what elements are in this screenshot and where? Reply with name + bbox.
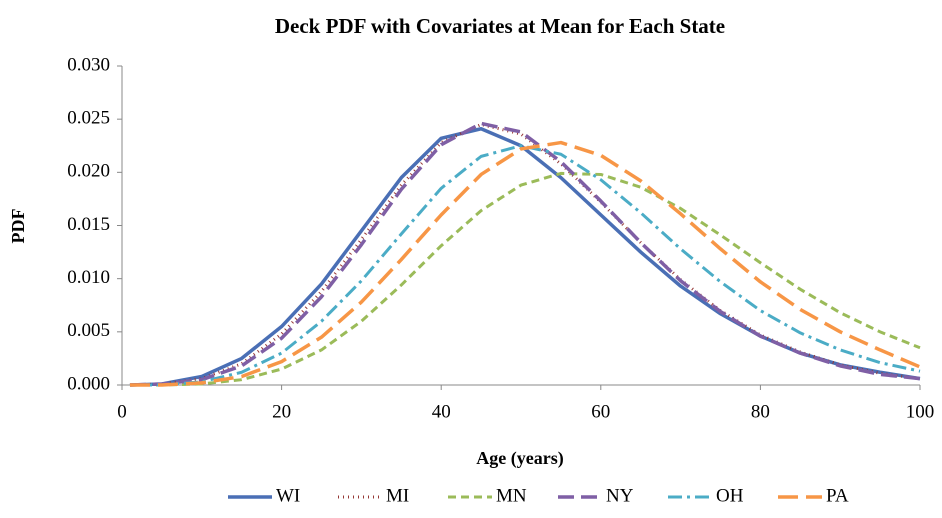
line-series [129,171,921,387]
y-tick-label: 0.030 [67,54,110,75]
x-tick-label: 100 [906,401,935,422]
y-tick-label: 0.015 [67,214,110,235]
legend-label: WI [276,485,300,506]
legend-label: MI [386,485,409,506]
line-series [129,144,921,387]
legend-label: PA [826,485,849,506]
line-series [129,140,921,387]
x-axis-label: Age (years) [476,448,563,469]
y-axis-label: PDF [8,209,28,244]
legend-label: MN [496,485,527,506]
line-series [129,122,921,387]
y-tick-label: 0.020 [67,161,110,182]
x-tick-label: 20 [272,401,291,422]
legend-label: NY [606,485,634,506]
y-tick-label: 0.025 [67,108,110,129]
line-series [129,121,921,387]
x-tick-label: 40 [432,401,451,422]
chart-title: Deck PDF with Covariates at Mean for Eac… [275,14,725,38]
x-tick-label: 60 [591,401,610,422]
y-tick-label: 0.000 [67,373,110,394]
y-tick-label: 0.010 [67,267,110,288]
x-tick-label: 0 [117,401,127,422]
y-tick-label: 0.005 [67,320,110,341]
legend-label: OH [716,485,744,506]
x-tick-label: 80 [751,401,770,422]
line-series [129,126,921,387]
